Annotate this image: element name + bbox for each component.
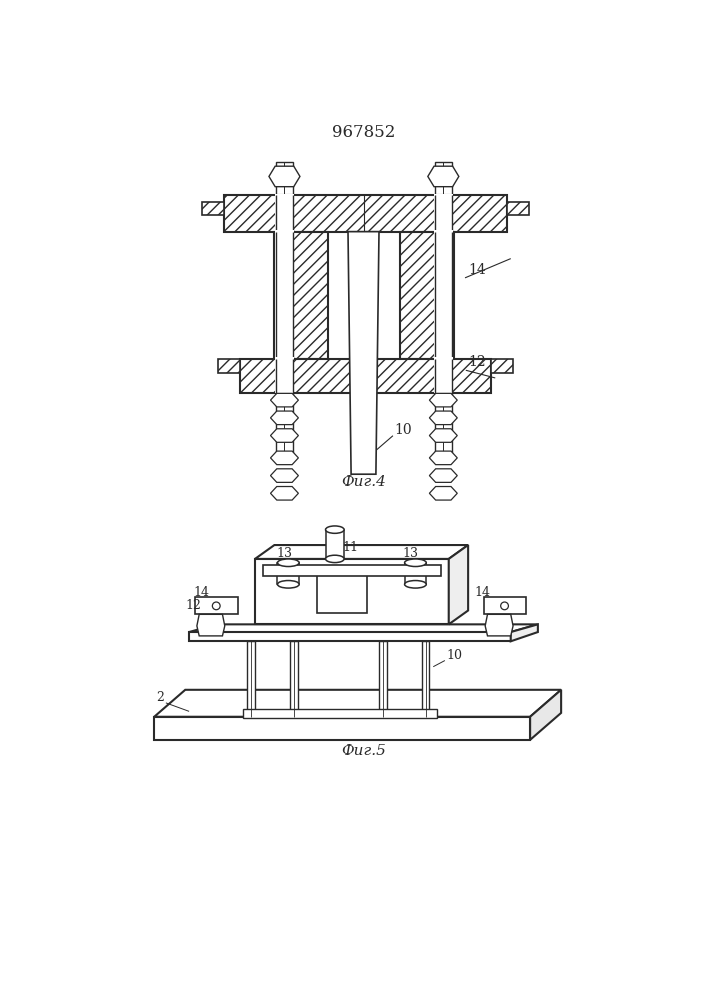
Bar [274, 232, 328, 359]
Polygon shape [271, 411, 298, 425]
Polygon shape [510, 624, 538, 641]
Text: 14: 14 [468, 263, 486, 277]
Ellipse shape [325, 555, 344, 563]
Bar [224, 195, 507, 232]
Polygon shape [429, 393, 457, 407]
Bar [434, 194, 452, 232]
Polygon shape [485, 614, 513, 636]
Polygon shape [269, 166, 300, 187]
Bar [325, 530, 344, 559]
Bar [404, 563, 426, 584]
Ellipse shape [325, 526, 344, 533]
Bar [290, 641, 298, 717]
Bar [243, 709, 437, 718]
Polygon shape [530, 690, 561, 740]
Bar [277, 563, 299, 584]
Ellipse shape [404, 581, 426, 588]
Polygon shape [271, 393, 298, 407]
Polygon shape [154, 717, 530, 740]
Text: 14: 14 [193, 586, 209, 599]
Bar [434, 357, 452, 393]
Bar [275, 230, 293, 359]
Bar [276, 162, 293, 455]
Ellipse shape [501, 602, 508, 610]
Polygon shape [348, 232, 379, 474]
Bar [507, 202, 529, 215]
Polygon shape [195, 597, 238, 614]
Ellipse shape [277, 559, 299, 567]
Text: 13: 13 [402, 547, 419, 560]
Polygon shape [484, 597, 526, 614]
Polygon shape [271, 451, 298, 465]
Polygon shape [429, 487, 457, 500]
Polygon shape [255, 559, 449, 624]
Polygon shape [154, 690, 561, 717]
Polygon shape [429, 451, 457, 465]
Polygon shape [271, 469, 298, 482]
Text: 10: 10 [395, 423, 412, 437]
Text: Фиг.4: Фиг.4 [341, 475, 386, 489]
Text: 13: 13 [276, 547, 293, 560]
Text: 10: 10 [446, 649, 462, 662]
Ellipse shape [404, 559, 426, 567]
Bar [263, 565, 441, 576]
Polygon shape [271, 429, 298, 442]
Text: 11: 11 [343, 541, 358, 554]
Text: 2: 2 [156, 691, 165, 704]
Polygon shape [255, 545, 468, 559]
Bar [379, 641, 387, 717]
Bar [275, 194, 293, 232]
Polygon shape [428, 166, 459, 187]
Polygon shape [271, 487, 298, 500]
Polygon shape [429, 411, 457, 425]
Ellipse shape [277, 581, 299, 588]
Bar [491, 359, 513, 373]
Bar [247, 641, 255, 717]
Text: 14: 14 [474, 586, 491, 599]
Bar [317, 574, 368, 613]
Bar [202, 202, 224, 215]
Bar [240, 359, 491, 393]
Bar [421, 641, 429, 717]
Text: Фиг.5: Фиг.5 [341, 744, 386, 758]
Bar [435, 162, 452, 455]
Polygon shape [449, 545, 468, 624]
Text: 12: 12 [468, 355, 486, 369]
Polygon shape [189, 632, 510, 641]
Text: 12: 12 [185, 599, 201, 612]
Bar [400, 232, 454, 359]
Polygon shape [197, 614, 225, 636]
Ellipse shape [212, 602, 220, 610]
Text: 967852: 967852 [332, 124, 395, 141]
Bar [275, 357, 293, 393]
Bar [218, 359, 240, 373]
Polygon shape [429, 429, 457, 442]
Bar [434, 230, 452, 359]
Polygon shape [189, 624, 538, 632]
Polygon shape [429, 469, 457, 482]
